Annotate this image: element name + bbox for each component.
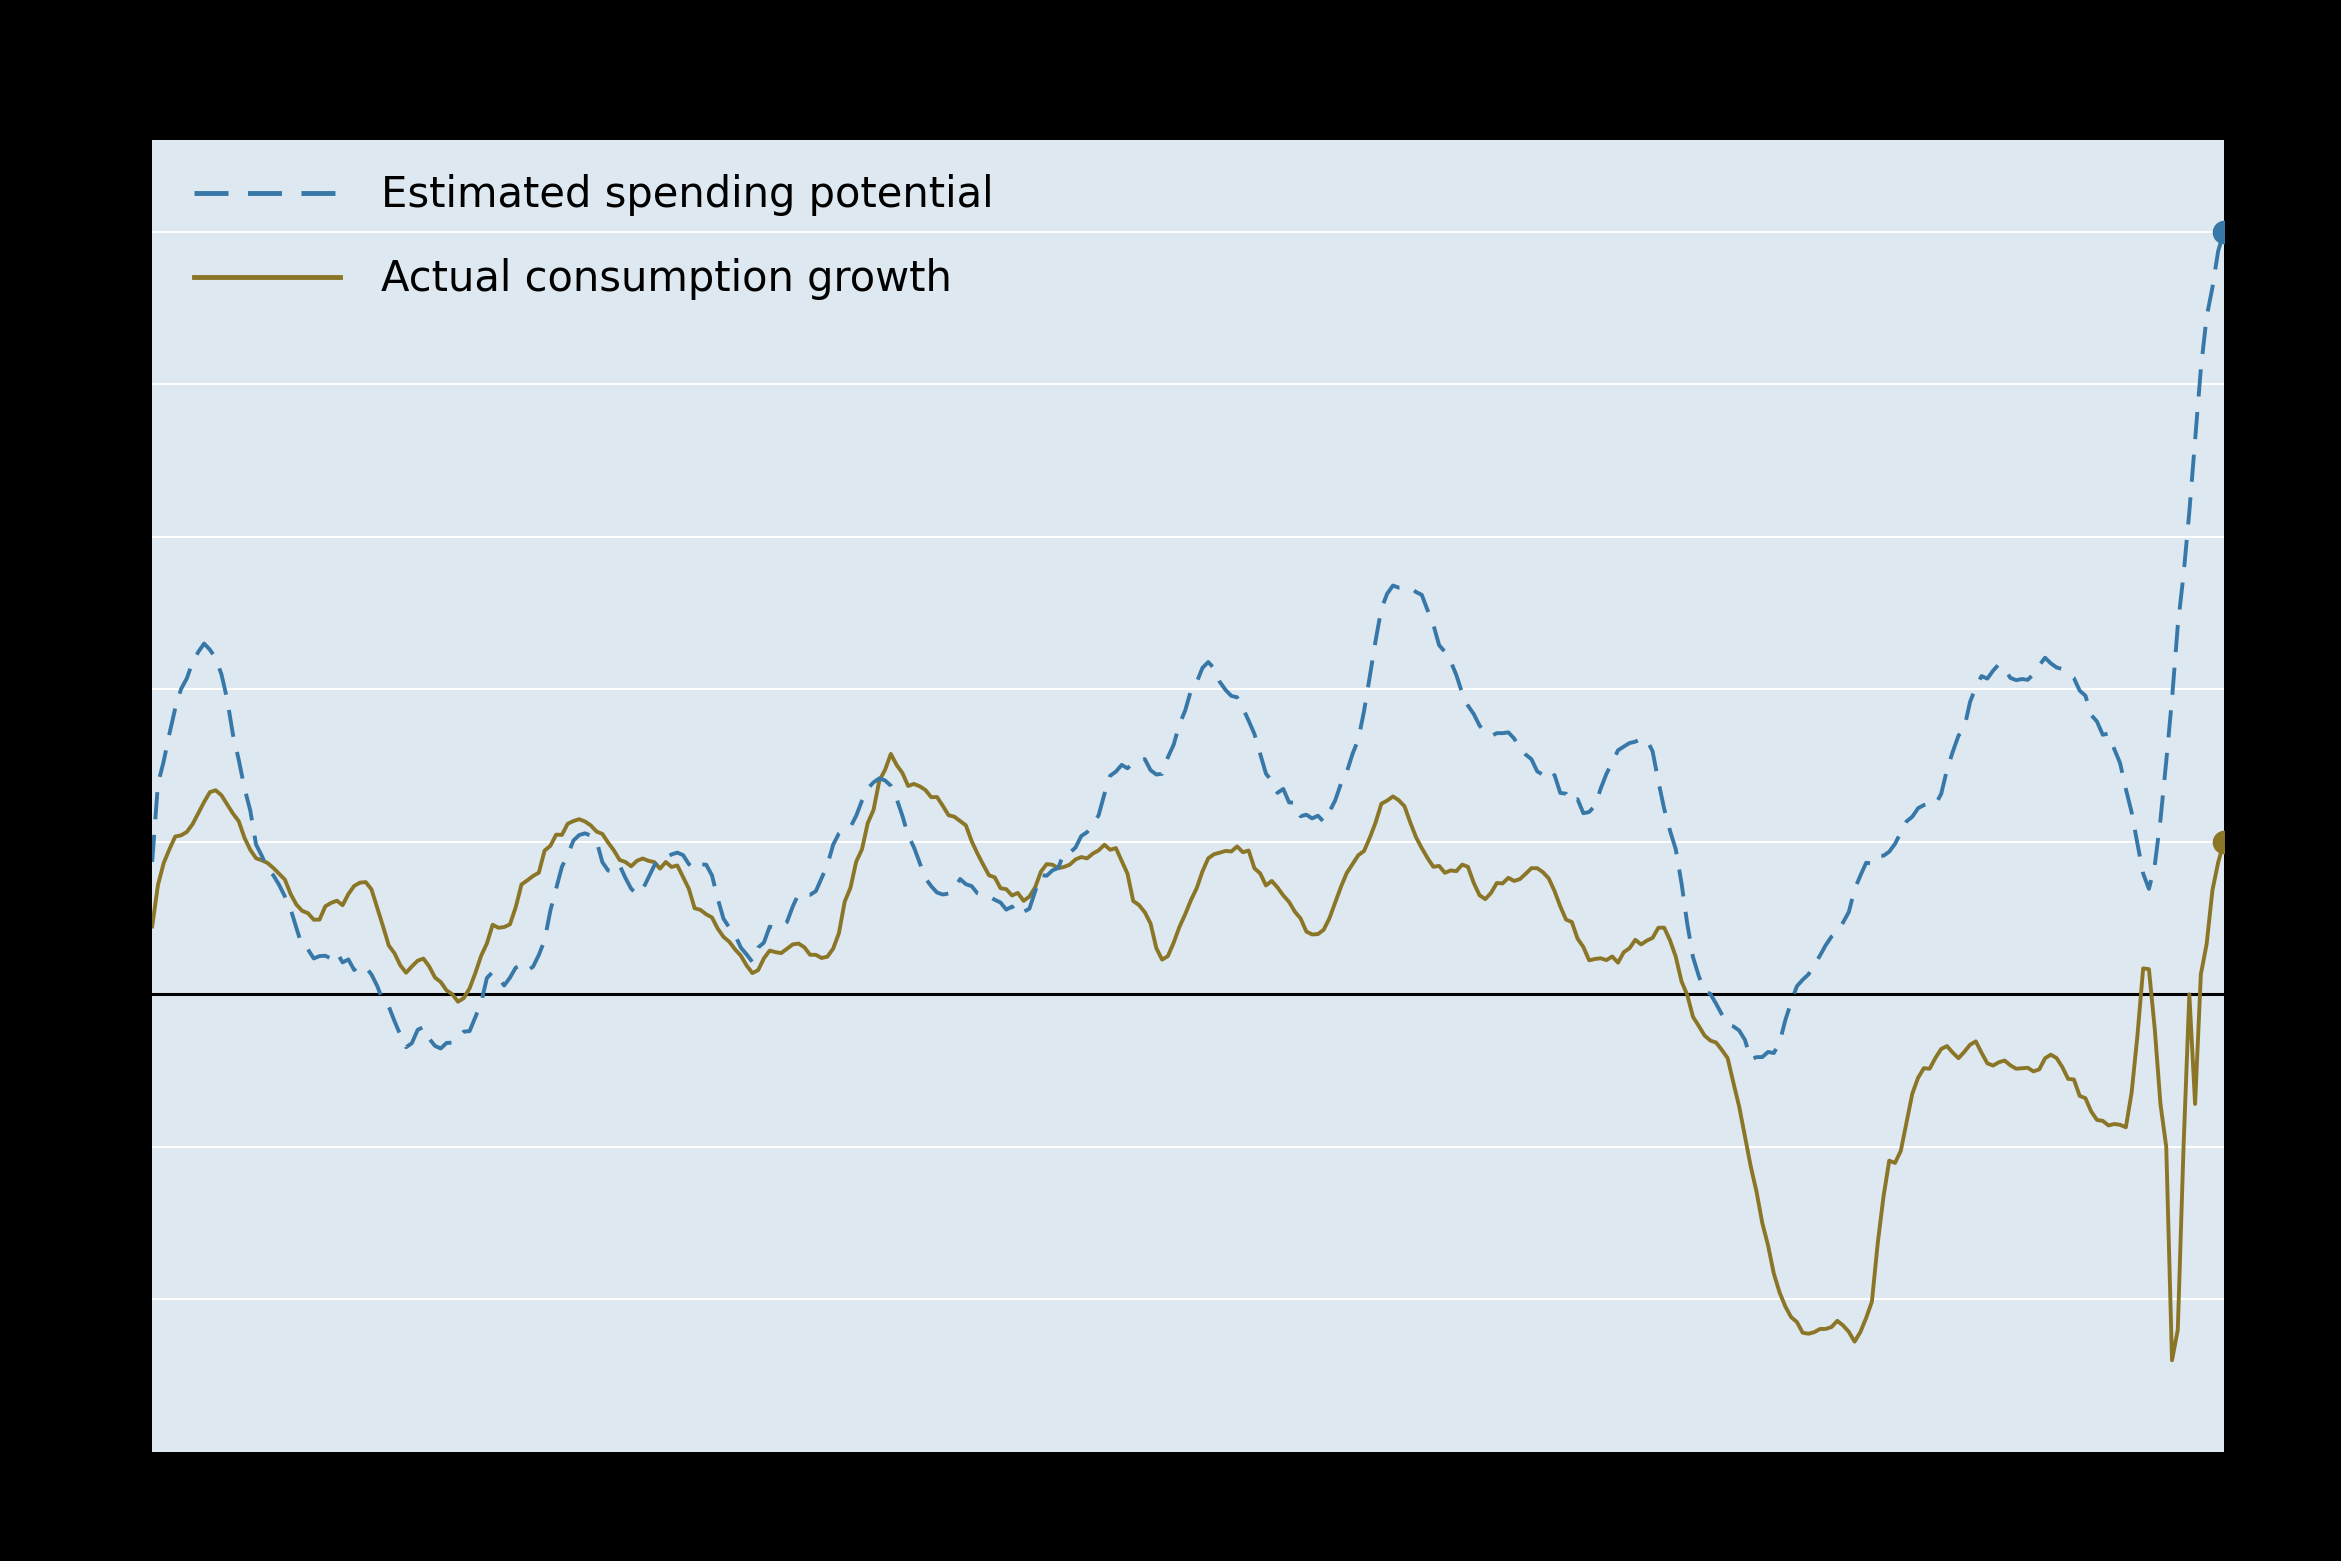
Line: Actual consumption growth: Actual consumption growth	[152, 754, 2224, 1360]
Line: Estimated spending potential: Estimated spending potential	[152, 233, 2224, 1060]
Estimated spending potential	[391, 1038, 419, 1057]
Actual consumption growth	[824, 924, 852, 943]
Actual consumption growth	[859, 801, 887, 820]
Estimated spending potential	[1737, 1051, 1765, 1069]
Estimated spending potential	[859, 773, 887, 791]
Estimated spending potential	[2210, 223, 2238, 242]
Estimated spending potential	[2100, 740, 2128, 759]
Legend: Estimated spending potential, Actual consumption growth: Estimated spending potential, Actual con…	[194, 175, 995, 300]
Actual consumption growth	[756, 941, 784, 960]
Actual consumption growth	[2210, 832, 2238, 851]
Actual consumption growth	[1049, 857, 1077, 876]
Estimated spending potential	[756, 918, 784, 937]
Estimated spending potential	[138, 852, 166, 871]
Actual consumption growth	[391, 963, 419, 982]
Actual consumption growth	[2158, 1350, 2186, 1369]
Estimated spending potential	[824, 824, 852, 843]
Estimated spending potential	[1044, 859, 1072, 877]
Actual consumption growth	[878, 745, 906, 763]
Actual consumption growth	[138, 916, 166, 935]
Actual consumption growth	[2100, 1115, 2128, 1133]
